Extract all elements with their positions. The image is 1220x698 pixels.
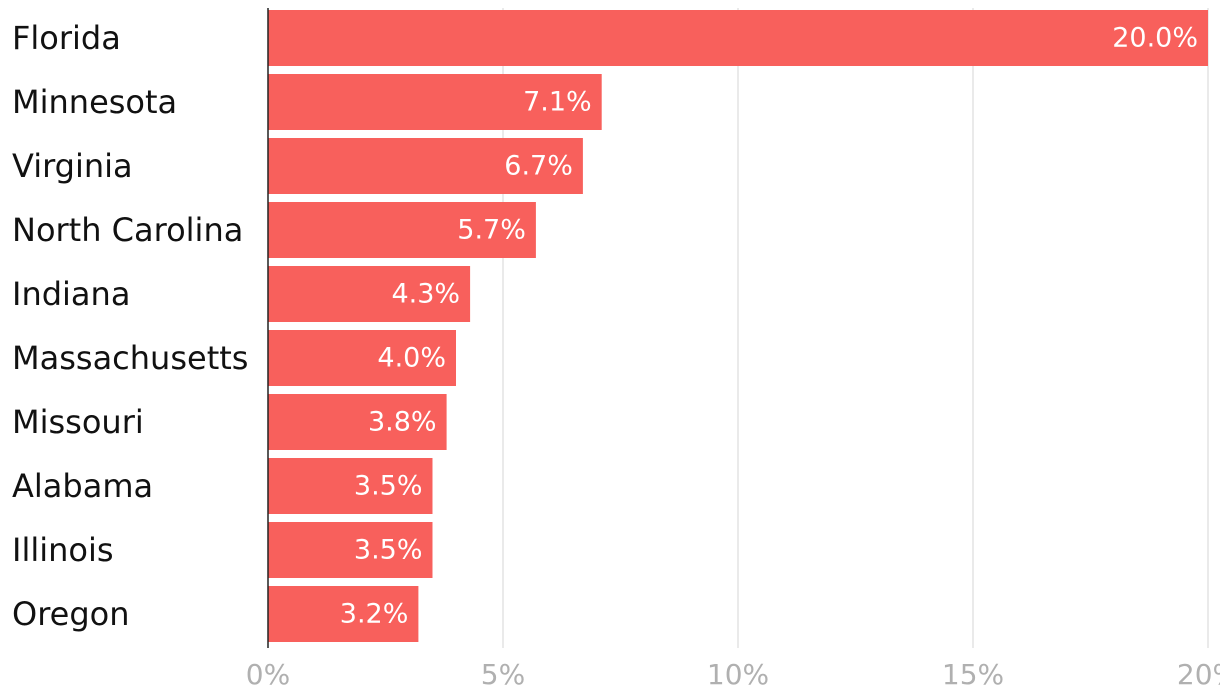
x-tick-label: 20%	[1177, 658, 1220, 691]
category-label: Oregon	[12, 595, 130, 633]
category-label: Alabama	[12, 467, 153, 505]
bar	[268, 394, 447, 450]
category-label: Minnesota	[12, 83, 177, 121]
data-label: 6.7%	[504, 151, 573, 182]
grid-lines	[502, 8, 1209, 648]
data-label: 7.1%	[523, 87, 592, 118]
category-label: Indiana	[12, 275, 130, 313]
data-label: 3.5%	[354, 535, 423, 566]
data-label: 3.5%	[354, 471, 423, 502]
category-label: Florida	[12, 19, 121, 57]
data-label: 5.7%	[457, 215, 526, 246]
bar	[268, 266, 471, 322]
value-labels: 20.0% 7.1% 6.7% 5.7% 4.3% 4.0% 3.8% 3.5% 3.5% 3.2…	[340, 23, 1198, 630]
data-label: 3.2%	[340, 599, 409, 630]
bar	[268, 10, 1208, 66]
x-tick-label: 15%	[942, 658, 1004, 691]
data-label: 3.8%	[368, 407, 437, 438]
bar	[268, 74, 602, 130]
data-label: 20.0%	[1112, 23, 1198, 54]
x-tick-label: 10%	[707, 658, 769, 691]
bar	[268, 522, 433, 578]
category-label: Illinois	[12, 531, 114, 569]
bars	[268, 10, 1208, 642]
category-label: North Carolina	[12, 211, 243, 249]
data-label: 4.3%	[391, 279, 460, 310]
category-labels: Florida Minnesota Virginia North Carolina In…	[12, 19, 248, 633]
bar	[268, 586, 419, 642]
category-label: Massachusetts	[12, 339, 248, 377]
bar	[268, 138, 583, 194]
x-tick-label: 5%	[481, 658, 525, 691]
x-tick-label: 0%	[246, 658, 290, 691]
bar	[268, 330, 456, 386]
data-label: 4.0%	[377, 343, 446, 374]
category-label: Missouri	[12, 403, 144, 441]
category-label: Virginia	[12, 147, 133, 185]
bar	[268, 202, 536, 258]
x-axis-tick-labels: 0% 5% 10% 15% 20%	[246, 658, 1220, 691]
bar	[268, 458, 433, 514]
